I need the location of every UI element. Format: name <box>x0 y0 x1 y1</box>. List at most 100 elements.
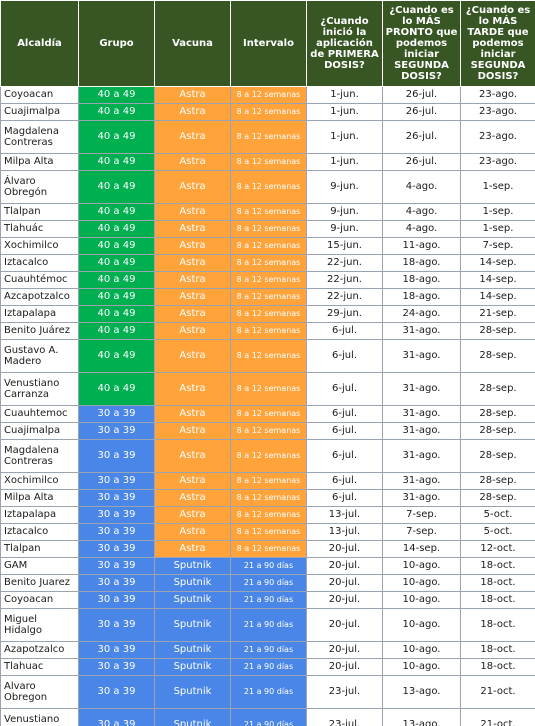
cell-grupo: 30 a 39 <box>78 608 155 642</box>
cell-mas-tarde: 21-sep. <box>460 305 535 323</box>
cell-vacuna: Astra <box>154 506 231 524</box>
cell-alcaldia: Magdalena Contreras <box>0 439 79 473</box>
header-mas-pronto: ¿Cuando es lo MÁS PRONTO que podemos ini… <box>382 0 461 87</box>
cell-intervalo: 8 a 12 semanas <box>230 540 307 558</box>
cell-alcaldia: GAM <box>0 557 79 575</box>
cell-mas-pronto: 31-ago. <box>382 405 461 423</box>
table-row: Tlahuac 30 a 39 Sputnik 21 a 90 días 20-jul.… <box>0 658 535 676</box>
cell-intervalo: 8 a 12 semanas <box>230 405 307 423</box>
cell-mas-tarde: 23-ago. <box>460 86 535 104</box>
cell-alcaldia: Xochimilco <box>0 237 79 255</box>
cell-mas-tarde: 23-ago. <box>460 103 535 121</box>
cell-alcaldia: Gustavo A. Madero <box>0 339 79 373</box>
cell-mas-tarde: 1-sep. <box>460 170 535 204</box>
table-row: Milpa Alta 40 a 49 Astra 8 a 12 semanas 1-ju… <box>0 153 535 171</box>
cell-mas-tarde: 1-sep. <box>460 220 535 238</box>
cell-grupo: 30 a 39 <box>78 675 155 709</box>
cell-grupo: 40 a 49 <box>78 237 155 255</box>
cell-primera-dosis: 6-jul. <box>306 322 383 340</box>
cell-mas-pronto: 31-ago. <box>382 489 461 507</box>
cell-mas-pronto: 10-ago. <box>382 608 461 642</box>
cell-mas-tarde: 28-sep. <box>460 372 535 406</box>
cell-intervalo: 8 a 12 semanas <box>230 203 307 221</box>
cell-alcaldia: Iztapalapa <box>0 506 79 524</box>
cell-grupo: 40 a 49 <box>78 120 155 154</box>
cell-intervalo: 8 a 12 semanas <box>230 271 307 289</box>
cell-vacuna: Astra <box>154 540 231 558</box>
cell-vacuna: Sputnik <box>154 591 231 609</box>
cell-alcaldia: Miguel Hidalgo <box>0 608 79 642</box>
cell-mas-pronto: 13-ago. <box>382 675 461 709</box>
cell-alcaldia: Tlahuác <box>0 220 79 238</box>
cell-intervalo: 21 a 90 días <box>230 574 307 592</box>
cell-primera-dosis: 6-jul. <box>306 422 383 440</box>
cell-mas-pronto: 10-ago. <box>382 641 461 659</box>
cell-grupo: 30 a 39 <box>78 523 155 541</box>
cell-mas-pronto: 26-jul. <box>382 86 461 104</box>
table-row: GAM 30 a 39 Sputnik 21 a 90 días 20-jul. 10-a… <box>0 557 535 575</box>
cell-mas-tarde: 14-sep. <box>460 254 535 272</box>
cell-mas-tarde: 1-sep. <box>460 203 535 221</box>
cell-alcaldia: Cuajimalpa <box>0 422 79 440</box>
cell-primera-dosis: 13-jul. <box>306 506 383 524</box>
cell-grupo: 30 a 39 <box>78 641 155 659</box>
cell-grupo: 40 a 49 <box>78 153 155 171</box>
cell-mas-pronto: 13-ago. <box>382 708 461 726</box>
table-row: Cuajimalpa 30 a 39 Astra 8 a 12 semanas 6-ju… <box>0 422 535 440</box>
cell-mas-pronto: 31-ago. <box>382 372 461 406</box>
cell-mas-pronto: 14-sep. <box>382 540 461 558</box>
cell-mas-pronto: 10-ago. <box>382 574 461 592</box>
cell-mas-tarde: 18-oct. <box>460 608 535 642</box>
cell-intervalo: 8 a 12 semanas <box>230 254 307 272</box>
cell-grupo: 30 a 39 <box>78 574 155 592</box>
header-grupo: Grupo <box>78 0 155 87</box>
cell-primera-dosis: 6-jul. <box>306 439 383 473</box>
cell-alcaldia: Coyoacan <box>0 591 79 609</box>
table-row: Tlalpan 30 a 39 Astra 8 a 12 semanas 20-jul.… <box>0 540 535 558</box>
table-row: Tlahuác 40 a 49 Astra 8 a 12 semanas 9-jun. 4… <box>0 220 535 238</box>
cell-mas-pronto: 31-ago. <box>382 339 461 373</box>
cell-vacuna: Astra <box>154 489 231 507</box>
cell-intervalo: 8 a 12 semanas <box>230 153 307 171</box>
cell-grupo: 30 a 39 <box>78 557 155 575</box>
cell-grupo: 30 a 39 <box>78 658 155 676</box>
cell-vacuna: Sputnik <box>154 708 231 726</box>
cell-vacuna: Sputnik <box>154 608 231 642</box>
cell-grupo: 30 a 39 <box>78 439 155 473</box>
cell-intervalo: 8 a 12 semanas <box>230 372 307 406</box>
cell-intervalo: 8 a 12 semanas <box>230 422 307 440</box>
cell-primera-dosis: 22-jun. <box>306 271 383 289</box>
table-row: Xochimilco 30 a 39 Astra 8 a 12 semanas 6-ju… <box>0 472 535 490</box>
cell-mas-tarde: 28-sep. <box>460 322 535 340</box>
cell-mas-pronto: 31-ago. <box>382 472 461 490</box>
cell-vacuna: Sputnik <box>154 675 231 709</box>
table-row: Alvaro Obregon 30 a 39 Sputnik 21 a 90 días… <box>0 675 535 709</box>
cell-alcaldia: Venustiano Carranza <box>0 372 79 406</box>
cell-intervalo: 21 a 90 días <box>230 608 307 642</box>
table-row: Azapotzalco 30 a 39 Sputnik 21 a 90 días 20-… <box>0 641 535 659</box>
cell-primera-dosis: 6-jul. <box>306 372 383 406</box>
cell-vacuna: Astra <box>154 170 231 204</box>
cell-alcaldia: Tlalpan <box>0 203 79 221</box>
header-vacuna: Vacuna <box>154 0 231 87</box>
cell-primera-dosis: 20-jul. <box>306 658 383 676</box>
header-primera-dosis: ¿Cuando inició la aplicación de PRIMERA … <box>306 0 383 87</box>
cell-intervalo: 8 a 12 semanas <box>230 220 307 238</box>
cell-alcaldia: Benito Juárez <box>0 322 79 340</box>
header-intervalo: Intervalo <box>230 0 307 87</box>
cell-mas-tarde: 14-sep. <box>460 271 535 289</box>
cell-vacuna: Sputnik <box>154 574 231 592</box>
cell-mas-tarde: 28-sep. <box>460 489 535 507</box>
cell-mas-pronto: 10-ago. <box>382 591 461 609</box>
cell-intervalo: 21 a 90 días <box>230 591 307 609</box>
cell-grupo: 30 a 39 <box>78 472 155 490</box>
cell-grupo: 40 a 49 <box>78 103 155 121</box>
cell-mas-tarde: 28-sep. <box>460 439 535 473</box>
cell-intervalo: 8 a 12 semanas <box>230 170 307 204</box>
cell-mas-pronto: 7-sep. <box>382 523 461 541</box>
cell-grupo: 30 a 39 <box>78 506 155 524</box>
cell-alcaldia: Tlahuac <box>0 658 79 676</box>
cell-mas-tarde: 12-oct. <box>460 540 535 558</box>
table-row: Coyoacan 40 a 49 Astra 8 a 12 semanas 1-jun.… <box>0 86 535 104</box>
cell-mas-tarde: 21-oct. <box>460 675 535 709</box>
